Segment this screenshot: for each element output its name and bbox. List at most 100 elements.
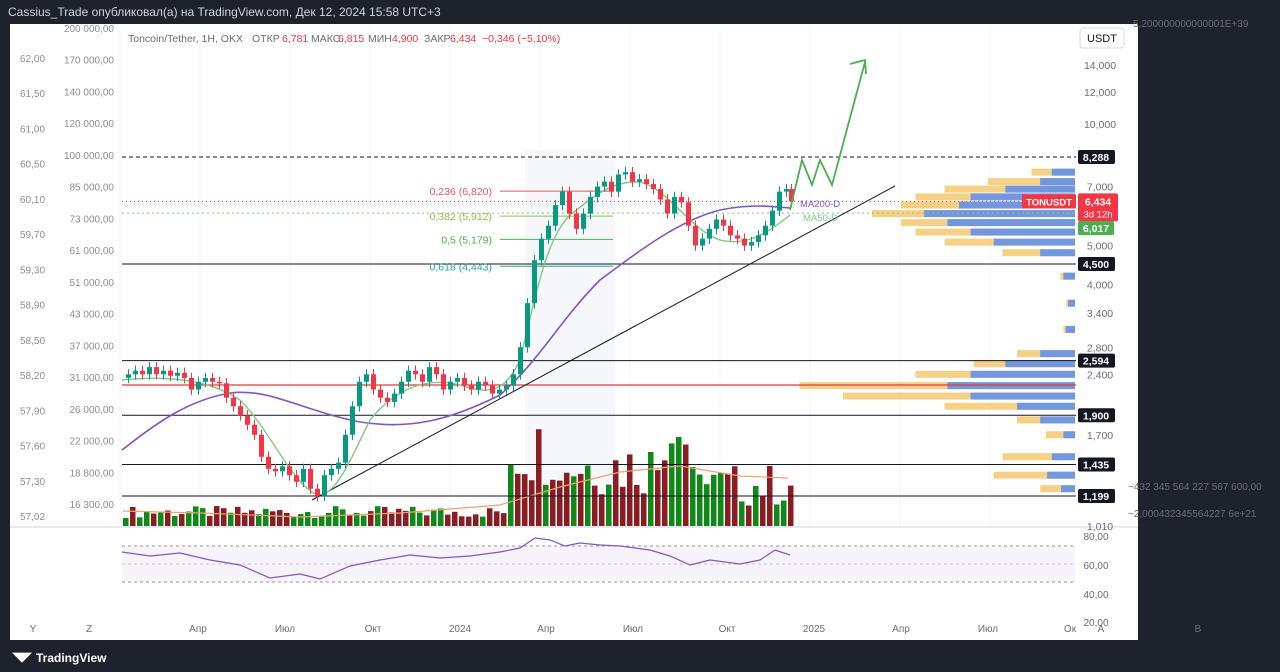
candle-body xyxy=(490,385,495,394)
left-axis-1-label: 58,20 xyxy=(20,371,45,382)
volume-profile-bar xyxy=(843,392,1075,400)
volume-profile-bar-blue xyxy=(1063,272,1075,280)
candle-body xyxy=(203,377,208,382)
left-axis-2-label: 22 000,00 xyxy=(70,437,115,448)
fib-label: 0,618 (4,443) xyxy=(430,261,492,273)
level-tag xyxy=(1078,489,1115,503)
left-axis-2-label: 37 000,00 xyxy=(70,341,115,352)
volume-profile-bar xyxy=(1002,453,1075,461)
x-axis-label: Окт xyxy=(365,624,382,635)
volume-bar xyxy=(746,505,752,526)
volume-bar xyxy=(606,484,612,526)
volume-bar xyxy=(424,515,430,526)
bottom-letter: B xyxy=(1195,624,1202,635)
price-tag-symbol-box xyxy=(1022,194,1076,209)
volume-profile-bar-blue xyxy=(1040,178,1075,186)
volume-bar xyxy=(396,508,402,526)
candle-body xyxy=(609,181,614,192)
candle-body xyxy=(777,191,782,211)
candle-body xyxy=(700,238,705,246)
candle-body xyxy=(721,219,726,226)
volume-bar xyxy=(137,517,143,526)
left-axis-1-label: 57,90 xyxy=(20,406,45,417)
price-axis-label: 5,000 xyxy=(1087,241,1113,253)
price-axis-label: 1,010 xyxy=(1087,521,1113,533)
left-axis-2-label: 170 000,00 xyxy=(64,56,114,67)
candle-body xyxy=(154,367,159,375)
candle-body xyxy=(287,466,292,476)
open-label: ОТКР xyxy=(252,33,280,45)
price-axis-label: 1,700 xyxy=(1087,430,1113,442)
currency-box[interactable] xyxy=(1079,27,1125,49)
candle-body xyxy=(770,210,775,226)
candle-body xyxy=(189,377,194,390)
candle-body xyxy=(532,260,537,304)
left-axis-2-label: 85 000,00 xyxy=(70,183,115,194)
left-axis-1-label: 57,30 xyxy=(20,477,45,488)
open-value: 6,781 xyxy=(282,33,308,45)
volume-bar xyxy=(403,510,409,526)
price-axis-label: 2,400 xyxy=(1087,369,1113,381)
candle-body xyxy=(483,381,488,386)
candle-body xyxy=(133,370,138,375)
low-value: 4,900 xyxy=(392,33,418,45)
volume-bar xyxy=(718,472,724,526)
ma50-line xyxy=(121,181,791,496)
left-axis-1-label: 57,02 xyxy=(20,512,45,523)
volume-bar xyxy=(676,436,682,526)
level-tag-label: 1,900 xyxy=(1083,410,1109,422)
candle-body xyxy=(224,383,229,398)
candle-body xyxy=(728,225,733,236)
volume-bar xyxy=(172,516,178,526)
volume-bar xyxy=(312,517,318,526)
currency-label: USDT xyxy=(1087,33,1117,45)
volume-bar xyxy=(158,512,164,526)
volume-bar xyxy=(452,511,458,526)
volume-bar xyxy=(368,511,374,526)
volume-profile-bar-blue xyxy=(970,228,1075,236)
left-axis-1-label: 60,10 xyxy=(20,195,45,206)
candle-body xyxy=(322,475,327,496)
x-axis-label: Апр xyxy=(189,624,207,635)
candle-body xyxy=(714,219,719,229)
volume-bar xyxy=(459,516,465,526)
volume-profile-bar-blue xyxy=(1061,485,1075,493)
volume-bar xyxy=(557,480,563,526)
candle-body xyxy=(434,367,439,375)
volume-bar xyxy=(165,510,171,526)
candle-body xyxy=(266,456,271,469)
ma-value-tag xyxy=(1078,221,1114,236)
publisher-bar: Cassius_Trade опубликовал(а) на TradingV… xyxy=(0,0,1280,24)
side-panel xyxy=(1138,24,1280,640)
candle-body xyxy=(441,374,446,390)
volume-bar xyxy=(641,493,647,526)
volume-bar xyxy=(410,506,416,526)
candle-body xyxy=(581,213,586,229)
volume-bar xyxy=(445,514,451,526)
candle-body xyxy=(735,235,740,239)
left-axis-2-label: 26 000,00 xyxy=(70,405,115,416)
left-axis-2-label: 18 800,00 xyxy=(70,468,115,479)
volume-bar xyxy=(186,511,192,526)
ma200-label: MA200-D xyxy=(800,199,840,210)
tradingview-logo[interactable]: ◥◤ TradingView xyxy=(12,650,106,665)
volume-bar xyxy=(277,510,283,526)
level-tag xyxy=(1078,257,1115,272)
candle-body xyxy=(259,434,264,457)
candle-body xyxy=(168,370,173,376)
candle-body xyxy=(196,381,201,390)
candle-body xyxy=(385,397,390,402)
volume-bar xyxy=(725,474,731,526)
volume-bar xyxy=(536,429,542,526)
volume-bar xyxy=(242,512,248,526)
price-tag-value: 6,434 xyxy=(1085,196,1111,208)
tradingview-icon: ◥◤ xyxy=(12,650,32,665)
volume-bar xyxy=(123,518,129,526)
candle-body xyxy=(280,466,285,472)
left-axis-1-label: 60,50 xyxy=(20,160,45,171)
candle-body xyxy=(756,235,761,243)
volume-bar xyxy=(319,516,325,526)
volume-profile-bar xyxy=(1002,249,1075,257)
ma-value-label: 6,017 xyxy=(1083,223,1109,235)
